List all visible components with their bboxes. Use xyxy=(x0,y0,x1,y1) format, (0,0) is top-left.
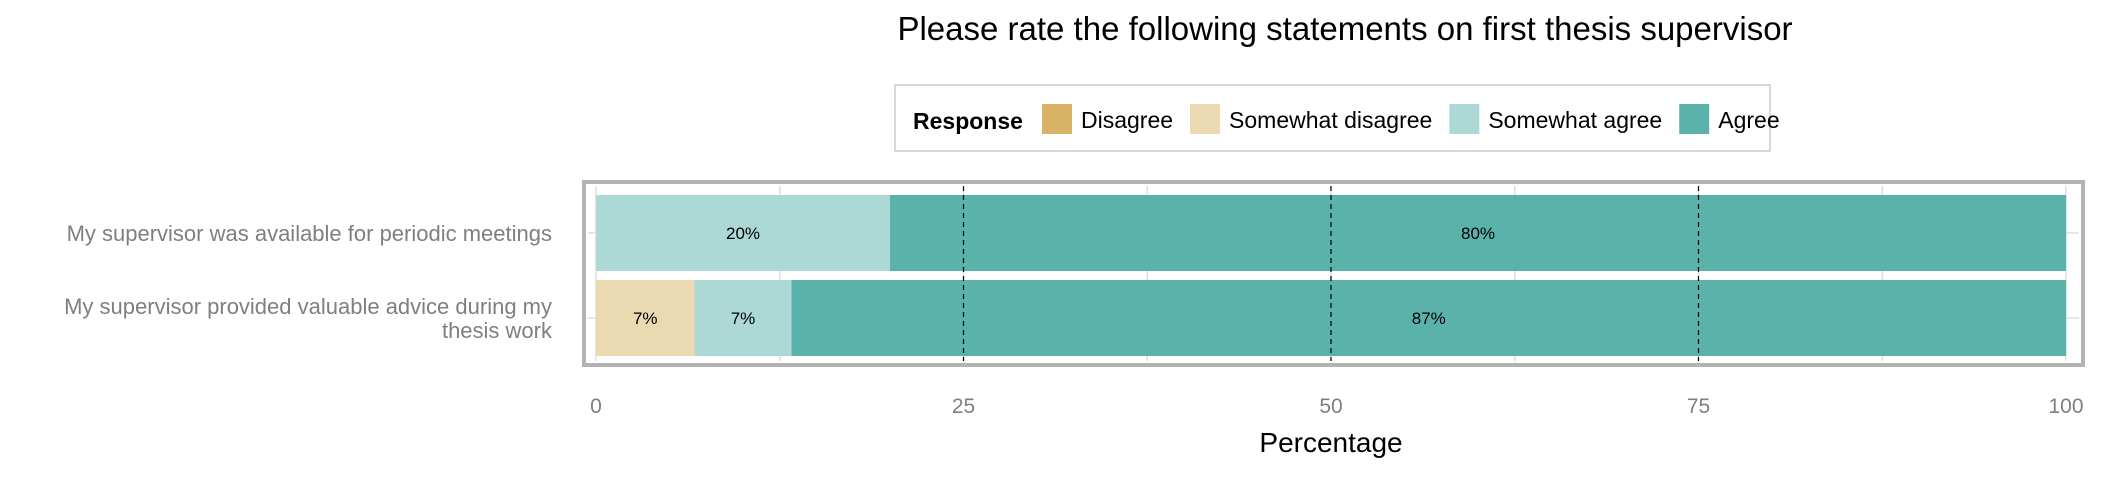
bar-value-label: 7% xyxy=(633,309,658,328)
bar-value-label: 80% xyxy=(1461,224,1495,243)
legend-label: Disagree xyxy=(1081,107,1173,133)
plot-panel: 20% 80% 7% 7% 87% xyxy=(582,180,2085,367)
y-axis-label: My supervisor provided valuable advice d… xyxy=(64,294,553,343)
bar-segment xyxy=(596,195,890,271)
legend-label: Agree xyxy=(1718,107,1779,133)
x-tick-label: 50 xyxy=(1319,395,1342,418)
legend-label: Somewhat disagree xyxy=(1229,107,1432,133)
bar-value-label: 87% xyxy=(1412,309,1446,328)
x-tick-label: 75 xyxy=(1687,395,1710,418)
legend-label: Somewhat agree xyxy=(1488,107,1662,133)
legend-title: Response xyxy=(913,108,1023,134)
x-tick-label: 0 xyxy=(590,395,602,418)
bars xyxy=(596,195,2066,356)
legend-swatch xyxy=(1679,104,1710,134)
bar-segment xyxy=(694,280,792,356)
x-axis-tick-labels: 0 25 50 75 100 xyxy=(590,395,2083,418)
legend-swatch xyxy=(1449,104,1480,134)
bar-segment xyxy=(791,280,2066,356)
legend: Response Disagree Somewhat disagree Somewh… xyxy=(894,84,1780,152)
legend-swatch xyxy=(1190,104,1221,134)
reference-lines xyxy=(962,186,1700,361)
y-axis-label: My supervisor was available for periodic… xyxy=(67,221,552,246)
panel-border xyxy=(582,180,2085,367)
legend-box xyxy=(894,84,1771,152)
bar-value-label: 20% xyxy=(726,224,760,243)
bar-segment xyxy=(596,280,695,356)
bar-value-label: 7% xyxy=(731,309,756,328)
legend-swatch xyxy=(1042,104,1072,134)
x-axis-title: Percentage xyxy=(1259,427,1402,458)
bar-labels: 20% 80% 7% 7% 87% xyxy=(633,224,1495,328)
legend-items: Disagree Somewhat disagree Somewhat agree A… xyxy=(1042,104,1780,134)
chart-title: Please rate the following statements on … xyxy=(897,10,1792,47)
y-axis-labels: My supervisor was available for periodic… xyxy=(64,221,553,343)
bar-segment xyxy=(890,195,2066,271)
x-tick-label: 25 xyxy=(952,395,975,418)
x-tick-label: 100 xyxy=(2048,395,2083,418)
